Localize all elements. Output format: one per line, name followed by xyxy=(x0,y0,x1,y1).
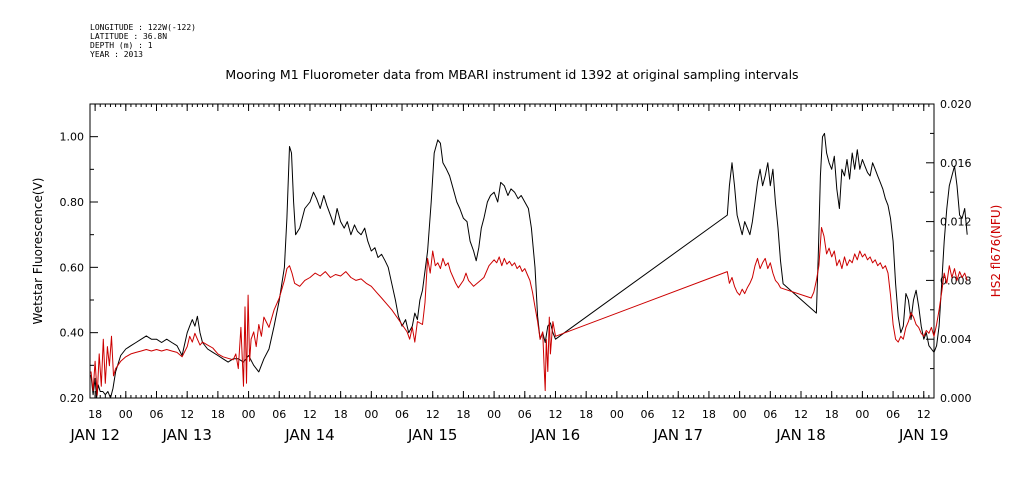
x-tick-label: 12 xyxy=(917,408,931,421)
day-label: JAN 14 xyxy=(284,426,335,444)
metadata-block: LONGITUDE : 122W(-122) LATITUDE : 36.8N … xyxy=(90,23,196,59)
x-tick-label: 12 xyxy=(303,408,317,421)
wetstar-series-line xyxy=(90,132,968,399)
y-right-tick-label: 0.016 xyxy=(940,157,972,170)
x-tick-label: 12 xyxy=(426,408,440,421)
day-label: JAN 18 xyxy=(775,426,826,444)
x-tick-label: 18 xyxy=(702,408,716,421)
x-tick-label: 18 xyxy=(579,408,593,421)
x-tick-label: 06 xyxy=(395,408,409,421)
series-group xyxy=(90,132,968,399)
latitude-text: LATITUDE : 36.8N xyxy=(90,32,167,41)
y-left-tick-label: 0.80 xyxy=(60,196,85,209)
x-tick-label: 00 xyxy=(119,408,133,421)
x-tick-label: 06 xyxy=(149,408,163,421)
x-tick-label: 00 xyxy=(610,408,624,421)
y-right-tick-label: 0.004 xyxy=(940,333,972,346)
plot-frame xyxy=(89,103,935,399)
x-tick-label: 18 xyxy=(825,408,839,421)
y-right-tick-label: 0.020 xyxy=(940,98,972,111)
day-label: JAN 15 xyxy=(407,426,458,444)
x-axis-ticks: 18 00 06 12 18 00 06 12 18 00 06 12 18 00 06 12 18 00 06 12… xyxy=(88,104,931,421)
x-tick-label: 18 xyxy=(456,408,470,421)
x-tick-label: 06 xyxy=(272,408,286,421)
minor-ticks xyxy=(89,104,935,398)
day-label: JAN 16 xyxy=(530,426,581,444)
x-tick-label: 18 xyxy=(88,408,102,421)
hour-minor-ticks xyxy=(89,104,935,398)
x-tick-label: 06 xyxy=(641,408,655,421)
day-label: JAN 13 xyxy=(161,426,212,444)
x-tick-label: 00 xyxy=(364,408,378,421)
x-tick-label: 18 xyxy=(334,408,348,421)
y-left-tick-label: 0.40 xyxy=(60,327,85,340)
right-y-axis-label: HS2 fl676(NFU) xyxy=(989,205,1003,298)
left-y-axis-label: Wetstar Fluorescence(V) xyxy=(31,178,45,325)
x-tick-label: 12 xyxy=(794,408,808,421)
y-left-tick-label: 1.00 xyxy=(60,131,85,144)
day-label: JAN 17 xyxy=(652,426,703,444)
y-right-tick-label: 0.000 xyxy=(940,392,972,405)
x-tick-label: 06 xyxy=(886,408,900,421)
x-tick-label: 12 xyxy=(180,408,194,421)
x-tick-label: 12 xyxy=(671,408,685,421)
x-tick-label: 06 xyxy=(763,408,777,421)
y-left-tick-label: 0.60 xyxy=(60,261,85,274)
hs2-fl676-series-line xyxy=(90,227,968,396)
year-text: YEAR : 2013 xyxy=(90,50,143,59)
x-tick-label: 18 xyxy=(211,408,225,421)
depth-text: DEPTH (m) : 1 xyxy=(90,41,153,50)
x-tick-label: 00 xyxy=(487,408,501,421)
chart-title: Mooring M1 Fluorometer data from MBARI i… xyxy=(225,67,798,82)
y-right-tick-label: 0.012 xyxy=(940,216,972,229)
day-label: JAN 12 xyxy=(69,426,120,444)
x-tick-label: 00 xyxy=(242,408,256,421)
left-y-axis: 0.20 0.40 0.60 0.80 1.00 xyxy=(60,103,98,405)
y-left-tick-label: 0.20 xyxy=(60,392,85,405)
x-tick-label: 00 xyxy=(733,408,747,421)
x-axis-day-labels: JAN 12 JAN 13 JAN 14 JAN 15 JAN 16 JAN 17 JAN … xyxy=(69,426,948,444)
day-label: JAN 19 xyxy=(898,426,949,444)
x-tick-label: 12 xyxy=(548,408,562,421)
x-tick-label: 06 xyxy=(518,408,532,421)
longitude-text: LONGITUDE : 122W(-122) xyxy=(90,23,196,32)
x-tick-label: 00 xyxy=(855,408,869,421)
